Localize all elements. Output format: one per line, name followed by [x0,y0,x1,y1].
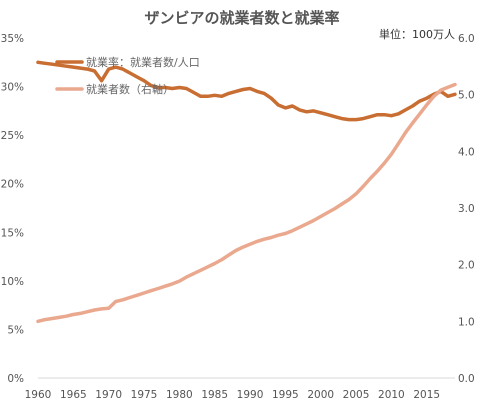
x-tick-label: 1980 [166,389,193,401]
x-tick-label: 2010 [378,389,405,401]
y-left-tick-label: 5% [7,324,24,336]
y-left-tick-label: 30% [1,82,24,94]
x-tick-label: 2015 [413,389,440,401]
unit-label: 単位：100万人 [379,27,455,41]
legend-label: 就業者数（右軸） [86,82,174,96]
series-line-2 [36,82,457,324]
y-right-tick-label: 6.0 [458,33,475,45]
series-layer [36,60,457,324]
y-left-tick-label: 0% [7,373,24,385]
y-right-tick-label: 4.0 [458,146,475,158]
x-tick-label: 1970 [95,389,122,401]
y-right-tick-label: 0.0 [458,373,475,385]
y-left-tick-label: 25% [1,130,24,142]
series-line-1 [36,60,457,122]
x-tick-label: 2005 [343,389,370,401]
x-tick-label: 1985 [201,389,228,401]
axes: 0% 5% 10% 15% 20% 25% 30% 35% 0.0 1.0 2.0 3.0 4.0 5.0… [1,33,475,401]
y-right-tick-label: 5.0 [458,90,475,102]
x-tick-label: 2000 [307,389,334,401]
x-tick-label: 1995 [272,389,299,401]
x-tick-label: 1975 [131,389,158,401]
y-right-tick-label: 2.0 [458,260,475,272]
x-tick-label: 1990 [237,389,264,401]
x-tick-label: 1965 [60,389,87,401]
y-left-tick-label: 35% [1,33,24,45]
y-right-tick-label: 1.0 [458,316,475,328]
y-left-tick-label: 10% [1,276,24,288]
legend-label: 就業率：就業者数/人口 [86,55,200,69]
y-left-tick-label: 15% [1,227,24,239]
chart-title: ザンビアの就業者数と就業率 [144,9,339,27]
y-left-tick-label: 20% [1,179,24,191]
y-right-tick-label: 3.0 [458,203,475,215]
x-tick-label: 1960 [25,389,52,401]
